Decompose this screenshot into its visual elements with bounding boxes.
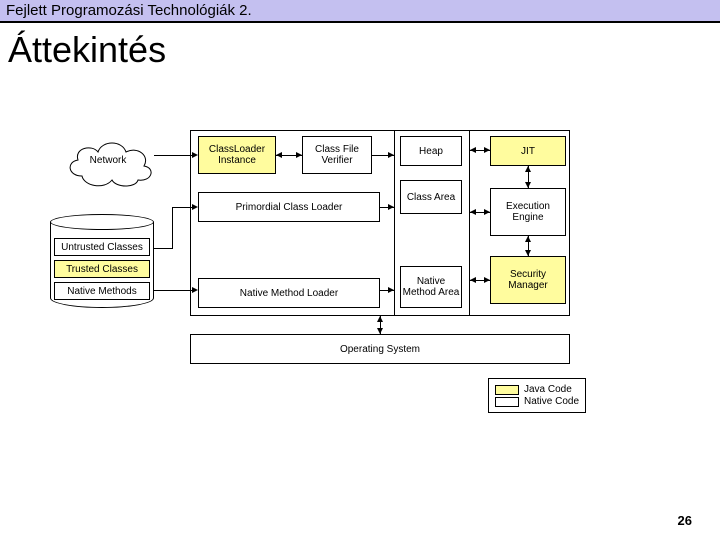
arrow-head <box>296 152 302 158</box>
arrow <box>154 155 192 156</box>
jit: JIT <box>490 136 566 166</box>
arrow-head <box>484 277 490 283</box>
trusted-classes: Trusted Classes <box>54 260 150 278</box>
arrow <box>172 207 173 249</box>
heap: Heap <box>400 136 462 166</box>
arrow-head <box>525 236 531 242</box>
legend-java-label: Java Code <box>524 384 572 395</box>
execution-engine: Execution Engine <box>490 188 566 236</box>
security-manager: Security Manager <box>490 256 566 304</box>
arrow-head <box>388 287 394 293</box>
classloader-instance: ClassLoader Instance <box>198 136 276 174</box>
legend-java: Java Code <box>495 384 579 395</box>
arrow-head <box>388 152 394 158</box>
arrow-head <box>470 277 476 283</box>
arrow-head <box>470 147 476 153</box>
header-text: Fejlett Programozási Technológiák 2. <box>6 2 252 19</box>
arrow-head <box>484 147 490 153</box>
arrow-head <box>192 204 198 210</box>
page-title: Áttekintés <box>0 23 720 81</box>
untrusted-classes: Untrusted Classes <box>54 238 150 256</box>
disk-cylinder-top <box>50 214 154 230</box>
arrow-head <box>470 209 476 215</box>
legend-native-swatch <box>495 397 519 407</box>
arrow-head <box>192 152 198 158</box>
arrow <box>172 207 192 208</box>
network-text: Network <box>90 155 127 166</box>
legend: Java Code Native Code <box>488 378 586 413</box>
arrow-head <box>377 328 383 334</box>
native-methods: Native Methods <box>54 282 150 300</box>
class-file-verifier: Class File Verifier <box>302 136 372 174</box>
legend-native-label: Native Code <box>524 396 579 407</box>
arrow-head <box>484 209 490 215</box>
legend-java-swatch <box>495 385 519 395</box>
network-label: Network <box>74 152 142 168</box>
arrow-head <box>388 204 394 210</box>
header-bar: Fejlett Programozási Technológiák 2. <box>0 0 720 23</box>
architecture-diagram: Network Untrusted Classes Trusted Classe… <box>50 130 670 450</box>
operating-system: Operating System <box>190 334 570 364</box>
native-method-loader: Native Method Loader <box>198 278 380 308</box>
page-number: 26 <box>678 513 692 528</box>
primordial-class-loader: Primordial Class Loader <box>198 192 380 222</box>
arrow-head <box>276 152 282 158</box>
arrow <box>154 290 192 291</box>
native-method-area: Native Method Area <box>400 266 462 308</box>
arrow-head <box>525 250 531 256</box>
class-area: Class Area <box>400 180 462 214</box>
arrow-head <box>192 287 198 293</box>
arrow <box>154 248 172 249</box>
legend-native: Native Code <box>495 396 579 407</box>
arrow-head <box>525 182 531 188</box>
arrow-head <box>377 316 383 322</box>
arrow-head <box>525 166 531 172</box>
